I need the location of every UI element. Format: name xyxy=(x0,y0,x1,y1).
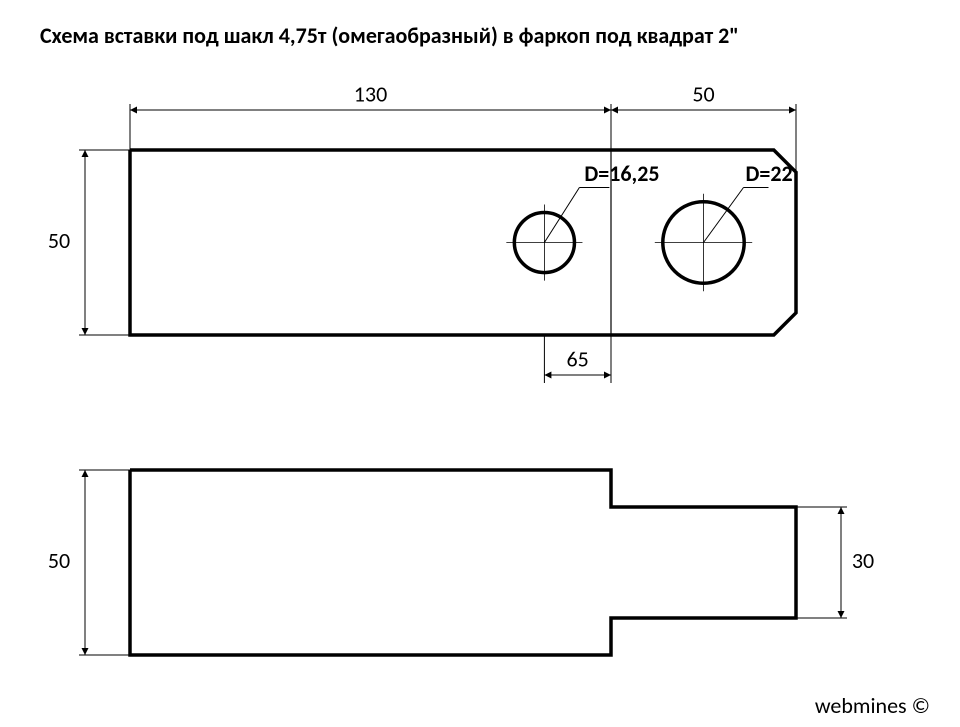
copyright: webmines © xyxy=(815,692,930,719)
svg-text:65: 65 xyxy=(567,345,589,372)
svg-text:50: 50 xyxy=(692,80,714,107)
svg-text:50: 50 xyxy=(48,547,70,574)
page-title: Схема вставки под шакл 4,75т (омегаобраз… xyxy=(40,22,739,49)
svg-text:30: 30 xyxy=(852,547,874,574)
svg-text:50: 50 xyxy=(48,227,70,254)
svg-text:D=22: D=22 xyxy=(746,160,793,187)
svg-text:130: 130 xyxy=(354,80,387,107)
svg-text:D=16,25: D=16,25 xyxy=(584,160,659,187)
engineering-drawing: D=16,25 D=22 130 50 50 65 50 30 xyxy=(0,0,960,727)
